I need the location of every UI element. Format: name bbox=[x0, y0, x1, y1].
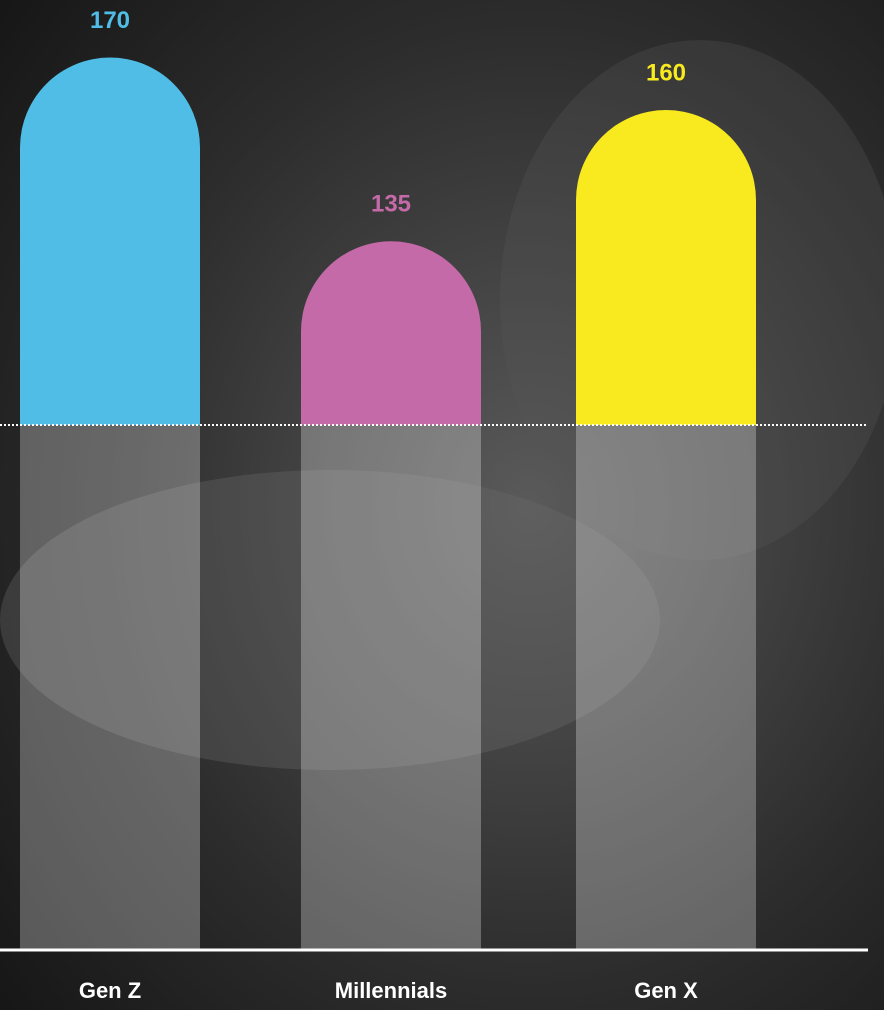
x-tick-label: Gen Z bbox=[79, 978, 141, 1003]
bar-base bbox=[301, 425, 481, 950]
x-tick-label: Gen X bbox=[634, 978, 698, 1003]
bar-base bbox=[20, 425, 200, 950]
value-label: 160 bbox=[646, 59, 686, 86]
x-tick-label: Millennials bbox=[335, 978, 447, 1003]
bar bbox=[576, 110, 756, 425]
bar bbox=[301, 241, 481, 425]
background-photo bbox=[0, 470, 660, 770]
value-label: 135 bbox=[371, 191, 411, 218]
bar bbox=[20, 57, 200, 426]
bar-base bbox=[576, 425, 756, 950]
value-label: 170 bbox=[90, 7, 130, 34]
